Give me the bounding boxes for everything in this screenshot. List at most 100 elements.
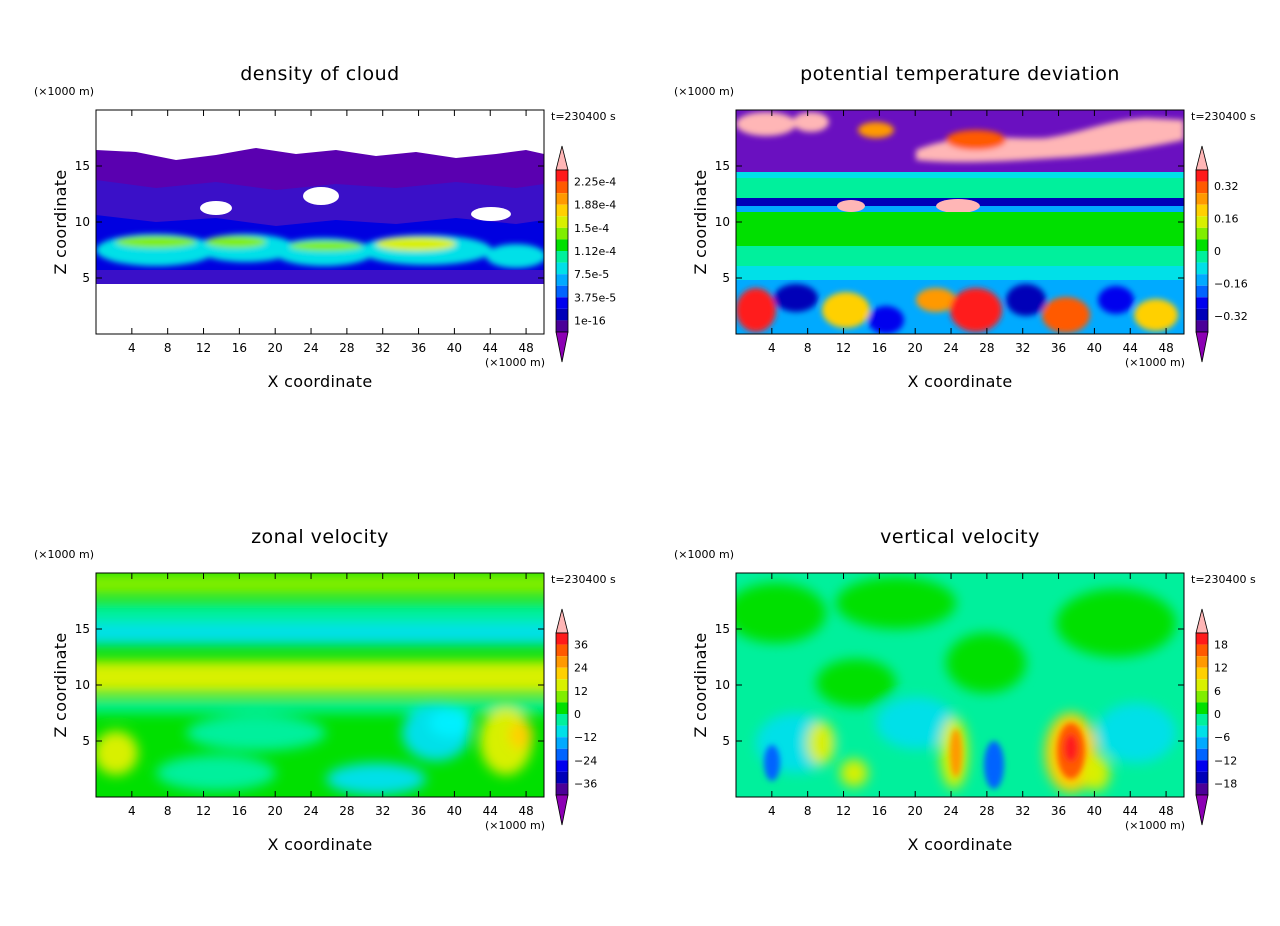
panel-3-colorbar-label: −36 xyxy=(574,777,597,790)
panel-2-colorbar: 0.32 0.16 0 −0.16 −0.32 xyxy=(1195,145,1248,363)
panel-1-y-tick-label: 5 xyxy=(82,271,90,285)
panel-4-colorbar-swatch xyxy=(1196,702,1208,714)
panel-1-x-tick-label: 12 xyxy=(196,341,211,355)
panel-2-x-tick-label: 48 xyxy=(1158,341,1173,355)
panel-4-x-tick-label: 28 xyxy=(979,804,994,818)
panel-4-plot-area xyxy=(736,573,1184,797)
panel-4-colorbar-swatch xyxy=(1196,737,1208,749)
panel-zonal-velocity: zonal velocity (×1000 m) t=230400 s (×10… xyxy=(34,526,616,854)
panel-2-colorbar-label: 0.16 xyxy=(1214,213,1239,226)
panel-1-x-tick-label: 8 xyxy=(164,341,172,355)
panel-3-x-tick-label: 12 xyxy=(196,804,211,818)
panel-4-colorbar-swatch xyxy=(1196,656,1208,668)
panel-1-plot-area xyxy=(96,110,544,334)
panel-2-x-tick-label: 32 xyxy=(1015,341,1030,355)
panel-4-colorbar-swatch xyxy=(1196,760,1208,772)
panel-density-of-cloud: density of cloud (×1000 m) t=230400 s (×… xyxy=(34,63,616,391)
panel-3-colorbar-label: −24 xyxy=(574,754,597,767)
panel-2-y-tick-label: 5 xyxy=(722,271,730,285)
panel-1-colorbar-label: 1.88e-4 xyxy=(574,199,616,212)
panel-1-time-label: t=230400 s xyxy=(551,110,616,123)
panel-2-colorbar-swatch xyxy=(1196,274,1208,286)
panel-4-colorbar-swatch xyxy=(1196,783,1208,795)
panel-3-colorbar: 36 24 12 0 −12 −24 −36 xyxy=(555,608,597,826)
panel-1-colorbar-label: 7.5e-5 xyxy=(574,268,609,281)
panel-4-colorbar-swatch xyxy=(1196,667,1208,680)
panel-1-x-tick-label: 4 xyxy=(128,341,136,355)
panel-4-colorbar-label: 12 xyxy=(1214,662,1228,675)
panel-4-colorbar-swatch xyxy=(1196,644,1208,657)
panel-3-plot-area xyxy=(96,573,544,797)
panel-3-x-tick-label: 20 xyxy=(268,804,283,818)
panel-2-plot-area xyxy=(736,110,1184,334)
panel-2-x-tick-label: 28 xyxy=(979,341,994,355)
panel-4-colorbar-top-arrow xyxy=(1195,608,1209,634)
panel-1-colorbar-top-arrow xyxy=(555,145,569,171)
panel-1-x-unit: (×1000 m) xyxy=(485,356,545,369)
panel-2-colorbar-label: −0.16 xyxy=(1214,277,1248,290)
panel-2-x-tick-label: 4 xyxy=(768,341,776,355)
panel-4-x-unit: (×1000 m) xyxy=(1125,819,1185,832)
panel-4-colorbar-label: 0 xyxy=(1214,708,1221,721)
panel-1-x-tick-label: 36 xyxy=(411,341,426,355)
panel-4-x-tick-label: 24 xyxy=(943,804,958,818)
panel-1-y-tick-label: 15 xyxy=(75,159,90,173)
panel-4-x-tick-label: 4 xyxy=(768,804,776,818)
panel-4-y-tick-label: 5 xyxy=(722,734,730,748)
panel-3-colorbar-label: −12 xyxy=(574,731,597,744)
panel-4-colorbar-label: −6 xyxy=(1214,731,1230,744)
panel-1-x-tick-label: 28 xyxy=(339,341,354,355)
panel-3-x-tick-label: 36 xyxy=(411,804,426,818)
panel-1-colorbar-swatch xyxy=(556,239,568,251)
panel-2-colorbar-swatch xyxy=(1196,308,1208,321)
panel-vertical-velocity: vertical velocity (×1000 m) t=230400 s (… xyxy=(674,526,1256,854)
panel-2-x-label: X coordinate xyxy=(908,372,1013,391)
panel-3-x-tick-label: 40 xyxy=(447,804,462,818)
panel-2-y-tick-label: 15 xyxy=(715,159,730,173)
panel-4-colorbar-label: 18 xyxy=(1214,639,1228,652)
panel-2-y-unit: (×1000 m) xyxy=(674,85,734,98)
panel-2-x-tick-label: 36 xyxy=(1051,341,1066,355)
panel-1-x-tick-label: 24 xyxy=(303,341,318,355)
panel-4-colorbar-swatch xyxy=(1196,748,1208,761)
panel-2-x-tick-label: 16 xyxy=(872,341,887,355)
panel-2-colorbar-swatch xyxy=(1196,227,1208,240)
panel-3-y-tick-label: 15 xyxy=(75,622,90,636)
panel-3-colorbar-swatch xyxy=(556,679,568,691)
panel-3-colorbar-label: 0 xyxy=(574,708,581,721)
panel-2-x-unit: (×1000 m) xyxy=(1125,356,1185,369)
panel-1-colorbar-swatch xyxy=(556,274,568,286)
panel-2-colorbar-label: 0.32 xyxy=(1214,180,1239,193)
panel-4-colorbar-swatch xyxy=(1196,725,1208,738)
panel-2-time-label: t=230400 s xyxy=(1191,110,1256,123)
panel-3-x-label: X coordinate xyxy=(268,835,373,854)
panel-4-colorbar-swatch xyxy=(1196,714,1208,726)
panel-3-x-unit: (×1000 m) xyxy=(485,819,545,832)
panel-2-x-tick-label: 12 xyxy=(836,341,851,355)
panel-1-x-tick-label: 32 xyxy=(375,341,390,355)
panel-3-colorbar-label: 12 xyxy=(574,685,588,698)
panel-3-colorbar-label: 36 xyxy=(574,639,588,652)
panel-2-colorbar-swatch xyxy=(1196,239,1208,251)
panel-2-y-label: Z coordinate xyxy=(691,170,710,275)
panel-3-x-tick-label: 44 xyxy=(483,804,498,818)
panel-2-colorbar-swatch xyxy=(1196,297,1208,309)
panel-4-colorbar-swatch xyxy=(1196,679,1208,691)
panel-4-time-label: t=230400 s xyxy=(1191,573,1256,586)
panel-1-colorbar-label: 1.5e-4 xyxy=(574,222,609,235)
panel-2-y-tick-label: 10 xyxy=(715,215,730,229)
panel-1-y-tick-label: 10 xyxy=(75,215,90,229)
panel-4-x-tick-label: 12 xyxy=(836,804,851,818)
panel-2-colorbar-top-arrow xyxy=(1195,145,1209,171)
panel-3-colorbar-swatch xyxy=(556,783,568,795)
panel-4-x-tick-label: 48 xyxy=(1158,804,1173,818)
panel-2-colorbar-swatch xyxy=(1196,170,1208,182)
panel-1-y-unit: (×1000 m) xyxy=(34,85,94,98)
panel-4-x-tick-label: 20 xyxy=(908,804,923,818)
panel-3-x-tick-label: 32 xyxy=(375,804,390,818)
panel-1-colorbar-swatch xyxy=(556,297,568,309)
